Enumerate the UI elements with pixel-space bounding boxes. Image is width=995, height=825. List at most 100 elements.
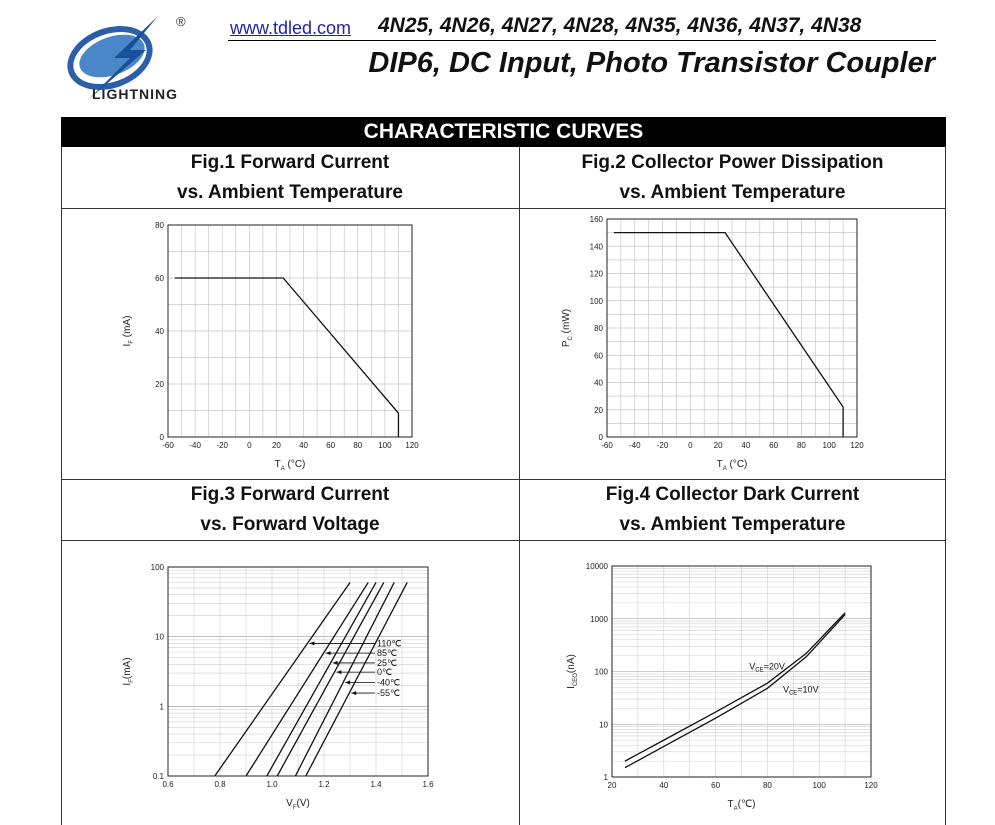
series-label: 85℃ xyxy=(377,648,397,658)
series-line xyxy=(245,582,369,777)
y-tick-label: 80 xyxy=(594,324,603,333)
y-axis-label: IF (mA) xyxy=(122,316,135,347)
y-axis-label: PC (mW) xyxy=(561,309,574,347)
x-tick-label: 100 xyxy=(378,441,392,450)
x-tick-label: 1.6 xyxy=(422,780,434,789)
y-tick-label: 100 xyxy=(151,563,165,572)
chart-forward-current-vs-temp: -60 -40 -20 0 20 40 60 80 100 120 0 20 40 60 80 TA (°C)… xyxy=(122,221,419,472)
logo-text: LIGHTNING xyxy=(92,86,178,102)
x-tick-label: 0.6 xyxy=(162,780,174,789)
x-axis-label: TA (°C) xyxy=(717,459,748,472)
y-tick-label: 140 xyxy=(590,242,604,251)
x-axis-label: VF(V) xyxy=(286,798,310,811)
y-tick-label: 0 xyxy=(160,433,165,442)
series-line xyxy=(624,612,846,762)
plot-frame xyxy=(167,224,413,438)
series-line xyxy=(276,582,385,777)
y-tick-label: 160 xyxy=(590,215,604,224)
section-title: CHARACTERISTIC CURVES xyxy=(61,117,946,147)
x-tick-label: 80 xyxy=(353,441,362,450)
y-axis-label: IF(mA) xyxy=(122,657,135,685)
lightning-logo: LIGHTNING ® xyxy=(67,14,186,102)
y-tick-label: 120 xyxy=(590,270,604,279)
table-row-divider xyxy=(61,479,946,480)
fig2-title-line1: Fig.2 Collector Power Dissipation xyxy=(581,152,884,173)
table-middle-border xyxy=(519,147,520,825)
x-tick-label: -40 xyxy=(629,441,641,450)
series-label: -55℃ xyxy=(377,688,400,698)
x-tick-label: 20 xyxy=(714,441,723,450)
y-tick-label: 1 xyxy=(160,702,165,711)
x-tick-label: 0 xyxy=(688,441,693,450)
y-tick-label: 100 xyxy=(595,668,609,677)
x-tick-label: 120 xyxy=(864,781,878,790)
x-tick-label: 120 xyxy=(405,441,419,450)
x-tick-label: 1.0 xyxy=(266,780,278,789)
y-axis-label: ICEO(nA) xyxy=(566,654,579,689)
document-subtitle: DIP6, DC Input, Photo Transistor Coupler xyxy=(368,47,935,79)
x-tick-label: 20 xyxy=(272,441,281,450)
series-line xyxy=(624,614,846,769)
plot-frame xyxy=(611,565,872,778)
x-tick-label: 1.2 xyxy=(318,780,330,789)
x-tick-label: 40 xyxy=(299,441,308,450)
plot-frame xyxy=(167,566,429,777)
x-tick-label: 60 xyxy=(711,781,720,790)
series-label: 110℃ xyxy=(377,638,401,648)
x-tick-label: 100 xyxy=(823,441,837,450)
x-tick-label: 80 xyxy=(797,441,806,450)
fig2-title-line2: vs. Ambient Temperature xyxy=(619,182,846,203)
x-tick-label: 100 xyxy=(813,781,827,790)
registered-mark: ® xyxy=(176,14,186,29)
x-tick-label: 0.8 xyxy=(214,780,226,789)
x-tick-label: 20 xyxy=(608,781,617,790)
series-label: -40℃ xyxy=(377,677,400,687)
y-tick-label: 10 xyxy=(155,633,164,642)
series-label: 25℃ xyxy=(377,658,397,668)
table-row-divider xyxy=(61,540,946,541)
x-tick-label: -20 xyxy=(657,441,669,450)
x-tick-label: 1.4 xyxy=(370,780,382,789)
chart-forward-current-vs-voltage: 0.6 0.8 1.0 1.2 1.4 1.6 0.1 1 10 100 VF(V) IF(mA) 11… xyxy=(122,563,434,811)
website-link[interactable]: www.tdled.com xyxy=(230,18,352,38)
series-line xyxy=(294,582,395,777)
fig2-title: Fig.2 Collector Power Dissipation vs. Am… xyxy=(519,148,946,208)
x-axis-label: TA (°C) xyxy=(275,459,306,472)
leader-arrowhead xyxy=(309,641,315,646)
y-tick-label: 1 xyxy=(604,773,609,782)
x-tick-label: 0 xyxy=(247,441,252,450)
series-line xyxy=(305,582,408,777)
table-right-border xyxy=(945,147,946,825)
x-tick-label: 40 xyxy=(659,781,668,790)
leader-arrowhead xyxy=(336,670,342,675)
x-tick-label: 80 xyxy=(763,781,772,790)
fig1-title-line1: Fig.1 Forward Current xyxy=(190,152,390,173)
y-tick-label: 40 xyxy=(155,327,164,336)
fig4-title-line2: vs. Ambient Temperature xyxy=(619,514,846,535)
fig1-title: Fig.1 Forward Current vs. Ambient Temper… xyxy=(61,148,519,208)
fig1-title-line2: vs. Ambient Temperature xyxy=(177,182,403,203)
x-tick-label: -40 xyxy=(189,441,201,450)
fig3-title-line1: Fig.3 Forward Current xyxy=(190,484,390,505)
y-tick-label: 0 xyxy=(599,433,604,442)
chart-dark-current-vs-temp: 20 40 60 80 100 120110100100010000TA(℃)ICEO(n… xyxy=(566,562,878,812)
fig4-title: Fig.4 Collector Dark Current vs. Ambient… xyxy=(519,480,946,540)
table-row-divider xyxy=(61,208,946,209)
header-rule xyxy=(228,40,936,41)
x-axis-label: TA(℃) xyxy=(727,799,755,812)
y-tick-label: 60 xyxy=(594,351,603,360)
y-tick-label: 80 xyxy=(155,221,164,230)
series-line xyxy=(613,231,844,437)
leader-arrowhead xyxy=(351,691,357,696)
part-numbers: 4N25, 4N26, 4N27, 4N28, 4N35, 4N36, 4N37… xyxy=(378,14,862,37)
chart-power-dissipation-vs-temp: -60 -40 -20 0 20 40 60 80 100 120 0 20 40 60 80 100 120 1… xyxy=(561,215,864,472)
table-left-border xyxy=(61,147,62,825)
y-tick-label: 60 xyxy=(155,274,164,283)
x-tick-label: 120 xyxy=(850,441,864,450)
series-label: 0℃ xyxy=(377,667,392,677)
plot-frame xyxy=(606,218,858,438)
y-tick-label: 10 xyxy=(599,720,608,729)
y-tick-label: 100 xyxy=(590,297,604,306)
series-line xyxy=(214,582,351,777)
y-tick-label: 20 xyxy=(594,406,603,415)
